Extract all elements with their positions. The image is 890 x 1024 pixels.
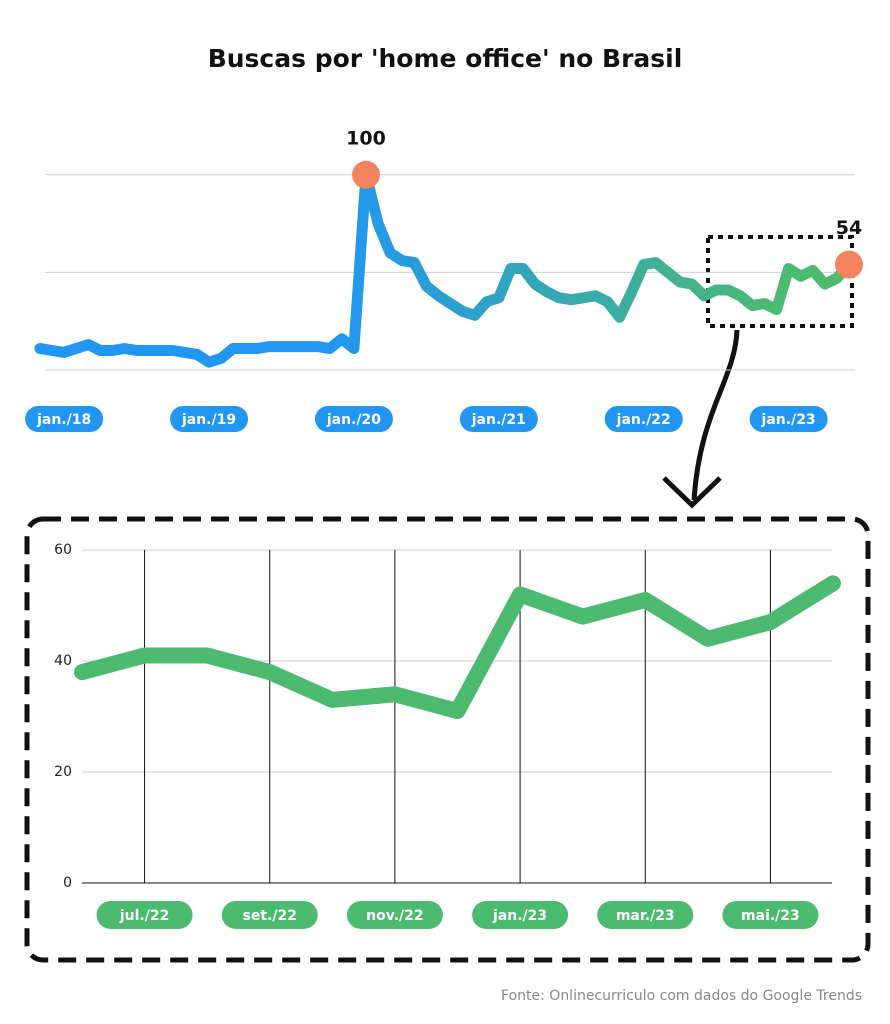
source: Fonte: Onlinecurriculo com dados do Goog… <box>501 988 862 1004</box>
x-tick-pill <box>597 901 694 929</box>
x-tick-pill <box>749 406 828 432</box>
x-tick-label: jan./21 <box>471 412 526 428</box>
y-tick-label: 40 <box>54 653 72 669</box>
data-label: 100 <box>346 127 386 149</box>
x-tick-label: jan./18 <box>36 412 91 428</box>
x-tick-pill <box>96 901 193 929</box>
zoom-box <box>706 235 854 328</box>
data-label: 54 <box>836 217 862 239</box>
x-tick-pill <box>604 406 683 432</box>
x-tick-pill <box>459 406 538 432</box>
x-tick-label: set./22 <box>243 908 297 924</box>
x-tick-label: jan./22 <box>616 412 671 428</box>
y-tick-label: 0 <box>63 875 72 891</box>
chart-title: Buscas por 'home office' no Brasil <box>208 44 683 73</box>
x-tick-label: jan./23 <box>492 908 547 924</box>
arrow-head <box>662 476 722 509</box>
x-tick-label: nov./22 <box>366 908 423 924</box>
x-tick-pill <box>472 901 569 929</box>
x-tick-label: jan./20 <box>326 412 381 428</box>
line <box>34 169 855 368</box>
x-tick-label: mar./23 <box>616 908 675 924</box>
y-tick-label: 60 <box>54 542 72 558</box>
x-tick-pill <box>722 901 819 929</box>
x-tick-pill <box>314 406 393 432</box>
x-tick-label: jan./23 <box>761 412 816 428</box>
x-tick-label: jul./22 <box>119 908 169 924</box>
line <box>74 575 841 719</box>
x-tick-pill <box>346 901 443 929</box>
x-tick-pill <box>170 406 249 432</box>
highlight-marker <box>352 160 381 189</box>
x-tick-pill <box>221 901 318 929</box>
x-tick-pill <box>25 406 104 432</box>
x-tick-label: mai./23 <box>741 908 800 924</box>
y-tick-label: 20 <box>54 764 72 780</box>
highlight-marker <box>835 250 863 279</box>
arrow <box>691 329 740 501</box>
charts: jan./18 jan./19 jan./20 jan./21 jan./22 jan./… <box>25 127 863 929</box>
x-tick-label: jan./19 <box>181 412 236 428</box>
detail-frame <box>24 516 871 963</box>
